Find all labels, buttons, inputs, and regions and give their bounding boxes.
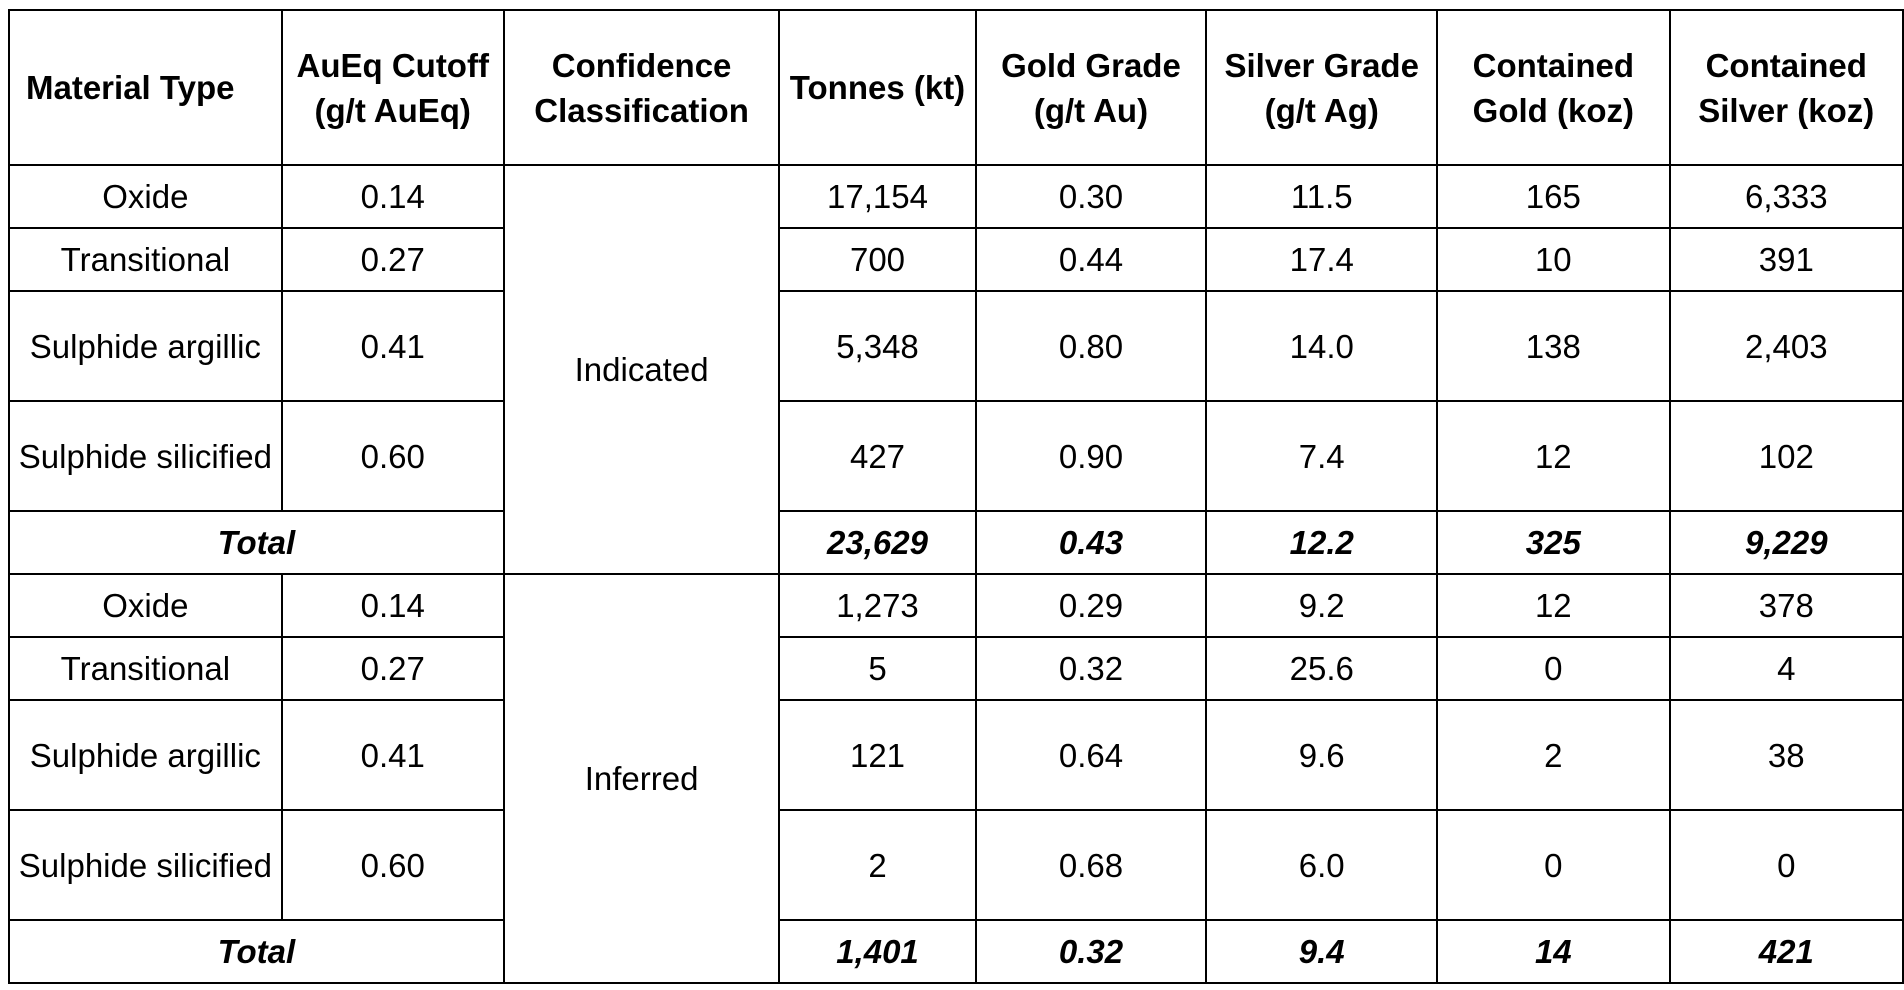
material-type-cell: Transitional: [8, 227, 283, 292]
contained-silver-cell: 0: [1668, 809, 1904, 921]
material-type-cell: Sulphide argillic: [8, 699, 283, 811]
material-type-cell: Oxide: [8, 164, 283, 229]
cutoff-cell: 0.41: [280, 290, 505, 402]
contained-gold-cell: 12: [1436, 573, 1671, 638]
total-gold-grade-cell: 0.43: [974, 510, 1208, 575]
total-silver-grade-cell: 12.2: [1205, 510, 1439, 575]
silver-grade-cell: 9.6: [1205, 699, 1439, 811]
total-contained-silver-cell: 421: [1668, 919, 1904, 984]
gold-grade-cell: 0.68: [974, 809, 1208, 921]
silver-grade-cell: 6.0: [1205, 809, 1439, 921]
silver-grade-cell: 11.5: [1205, 164, 1439, 229]
gold-grade-cell: 0.32: [974, 636, 1208, 701]
material-type-cell: Sulphide silicified: [8, 400, 283, 512]
tonnes-cell: 700: [778, 227, 977, 292]
confidence-classification-cell: Indicated: [502, 164, 781, 575]
gold-grade-cell: 0.80: [974, 290, 1208, 402]
cutoff-cell: 0.14: [280, 573, 505, 638]
table-row: Transitional 0.27 700 0.44 17.4 10 391: [8, 227, 1904, 292]
silver-grade-cell: 17.4: [1205, 227, 1439, 292]
silver-grade-cell: 14.0: [1205, 290, 1439, 402]
gold-grade-cell: 0.64: [974, 699, 1208, 811]
material-type-cell: Oxide: [8, 573, 283, 638]
header-row: Material Type AuEq Cutoff (g/t AuEq) Con…: [8, 9, 1904, 166]
contained-gold-cell: 165: [1436, 164, 1671, 229]
tonnes-cell: 17,154: [778, 164, 977, 229]
cutoff-cell: 0.41: [280, 699, 505, 811]
gold-grade-cell: 0.90: [974, 400, 1208, 512]
material-type-cell: Sulphide silicified: [8, 809, 283, 921]
header-contained-gold: Contained Gold (koz): [1436, 9, 1671, 166]
material-type-cell: Transitional: [8, 636, 283, 701]
tonnes-cell: 5,348: [778, 290, 977, 402]
contained-silver-cell: 378: [1668, 573, 1904, 638]
contained-silver-cell: 102: [1668, 400, 1904, 512]
silver-grade-cell: 7.4: [1205, 400, 1439, 512]
total-row: Total 23,629 0.43 12.2 325 9,229: [8, 510, 1904, 575]
contained-silver-cell: 6,333: [1668, 164, 1904, 229]
contained-gold-cell: 0: [1436, 636, 1671, 701]
tonnes-cell: 121: [778, 699, 977, 811]
contained-gold-cell: 2: [1436, 699, 1671, 811]
contained-silver-cell: 38: [1668, 699, 1904, 811]
total-tonnes-cell: 1,401: [778, 919, 977, 984]
table-row: Oxide 0.14 Inferred 1,273 0.29 9.2 12 37…: [8, 573, 1904, 984]
cutoff-cell: 0.60: [280, 400, 505, 512]
gold-grade-cell: 0.44: [974, 227, 1208, 292]
cutoff-cell: 0.27: [280, 636, 505, 701]
total-label: Total: [8, 919, 505, 984]
header-cutoff: AuEq Cutoff (g/t AuEq): [280, 9, 505, 166]
total-row: Total 1,401 0.32 9.4 14 421: [8, 919, 1904, 984]
header-material-type: Material Type: [8, 9, 283, 166]
table-row: Sulphide argillic 0.41 121 0.64 9.6 2 38: [8, 699, 1904, 811]
gold-grade-cell: 0.29: [974, 573, 1208, 638]
mineral-resource-table: Material Type AuEq Cutoff (g/t AuEq) Con…: [8, 9, 1904, 984]
header-confidence: Confidence Classification: [502, 9, 781, 166]
tonnes-cell: 2: [778, 809, 977, 921]
tonnes-cell: 5: [778, 636, 977, 701]
contained-silver-cell: 4: [1668, 636, 1904, 701]
total-gold-grade-cell: 0.32: [974, 919, 1208, 984]
total-label: Total: [8, 510, 505, 575]
cutoff-cell: 0.60: [280, 809, 505, 921]
header-tonnes: Tonnes (kt): [778, 9, 977, 166]
confidence-classification-cell: Inferred: [502, 573, 781, 984]
contained-gold-cell: 10: [1436, 227, 1671, 292]
material-type-cell: Sulphide argillic: [8, 290, 283, 402]
cutoff-cell: 0.14: [280, 164, 505, 229]
contained-silver-cell: 2,403: [1668, 290, 1904, 402]
total-contained-gold-cell: 325: [1436, 510, 1671, 575]
silver-grade-cell: 25.6: [1205, 636, 1439, 701]
table-row: Sulphide silicified 0.60 2 0.68 6.0 0 0: [8, 809, 1904, 921]
gold-grade-cell: 0.30: [974, 164, 1208, 229]
contained-gold-cell: 12: [1436, 400, 1671, 512]
table-row: Transitional 0.27 5 0.32 25.6 0 4: [8, 636, 1904, 701]
contained-gold-cell: 138: [1436, 290, 1671, 402]
table-row: Sulphide argillic 0.41 5,348 0.80 14.0 1…: [8, 290, 1904, 402]
total-contained-gold-cell: 14: [1436, 919, 1671, 984]
tonnes-cell: 427: [778, 400, 977, 512]
header-silver-grade: Silver Grade (g/t Ag): [1205, 9, 1439, 166]
total-contained-silver-cell: 9,229: [1668, 510, 1904, 575]
header-gold-grade: Gold Grade (g/t Au): [974, 9, 1208, 166]
total-silver-grade-cell: 9.4: [1205, 919, 1439, 984]
total-tonnes-cell: 23,629: [778, 510, 977, 575]
silver-grade-cell: 9.2: [1205, 573, 1439, 638]
tonnes-cell: 1,273: [778, 573, 977, 638]
contained-gold-cell: 0: [1436, 809, 1671, 921]
table-row: Oxide 0.14 Indicated 17,154 0.30 11.5 16…: [8, 164, 1904, 575]
header-contained-silver: Contained Silver (koz): [1668, 9, 1904, 166]
contained-silver-cell: 391: [1668, 227, 1904, 292]
table-row: Sulphide silicified 0.60 427 0.90 7.4 12…: [8, 400, 1904, 512]
cutoff-cell: 0.27: [280, 227, 505, 292]
